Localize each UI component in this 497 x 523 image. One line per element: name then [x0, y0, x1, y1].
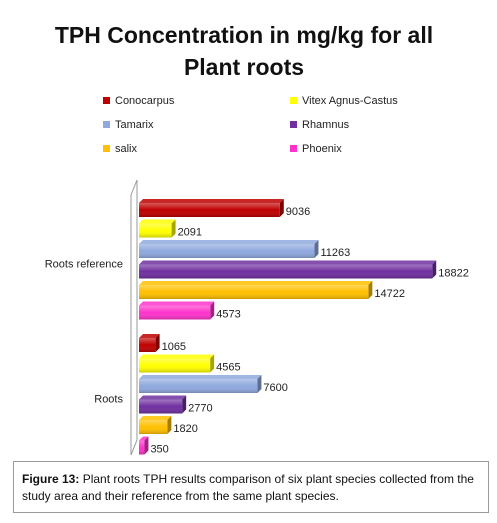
bar-top	[139, 375, 262, 379]
bar-top	[139, 240, 319, 244]
axis-wall	[130, 179, 138, 456]
data-label: 9036	[286, 206, 310, 218]
legend-swatch-phoenix	[290, 145, 297, 152]
figure-caption: Figure 13: Plant roots TPH results compa…	[13, 461, 489, 513]
legend-swatch-rhamnus	[290, 121, 297, 128]
bar: 350	[139, 436, 169, 456]
bar-end	[432, 260, 437, 279]
caption-label: Figure 13:	[22, 472, 80, 486]
bar: 2091	[139, 219, 202, 239]
legend-swatch-vitex-agnus-castus	[290, 97, 297, 104]
legend-label: Phoenix	[302, 143, 342, 155]
bar-top	[139, 436, 149, 441]
bar-end	[257, 375, 262, 393]
legend: Conocarpus Vitex Agnus-Castus Tamarix Rhamn…	[103, 95, 398, 155]
bar-shading	[139, 264, 433, 279]
bar-top	[139, 301, 215, 306]
bar-top	[139, 199, 284, 203]
category-labels: Roots reference Roots	[45, 259, 124, 406]
legend-swatch-salix	[103, 145, 110, 152]
legend-label: Conocarpus	[115, 95, 175, 107]
bar-end	[155, 334, 160, 352]
bar-end	[279, 199, 284, 217]
bar-end	[210, 354, 215, 373]
data-label: 350	[150, 444, 168, 456]
legend-label: Tamarix	[115, 119, 154, 131]
data-label: 11263	[320, 247, 350, 259]
data-label: 1820	[173, 423, 197, 435]
bar-top	[139, 219, 176, 224]
bar-end	[368, 281, 373, 299]
bar-end	[182, 395, 187, 414]
bar: 7600	[139, 375, 288, 394]
bar-shading	[139, 358, 211, 373]
bar-shading	[139, 244, 315, 258]
bar-shading	[139, 420, 168, 434]
chart-title-line-2: Plant roots	[184, 54, 304, 80]
bar-top	[139, 395, 187, 400]
legend-label: Vitex Agnus-Castus	[302, 95, 398, 107]
bar-end	[167, 416, 172, 434]
bar-shading	[139, 223, 172, 238]
bar-shading	[139, 399, 183, 414]
bar-top	[139, 334, 160, 338]
bar: 9036	[139, 199, 310, 218]
bar: 1065	[139, 334, 186, 353]
data-label: 2091	[178, 227, 202, 239]
bar: 18822	[139, 260, 469, 280]
legend-label: salix	[115, 143, 138, 155]
bar-shading	[139, 305, 211, 320]
data-label: 1065	[162, 341, 186, 353]
chart-title-line-1: TPH Concentration in mg/kg for all	[55, 22, 433, 48]
bar-shading	[139, 203, 280, 217]
bar-end	[210, 301, 215, 320]
bars: 9036 2091 11263 18822 14722 4573 1065 4565 7600 2…	[139, 199, 469, 456]
bar-end	[144, 436, 149, 455]
bar-top	[139, 260, 437, 265]
bar-top	[139, 354, 215, 359]
category-label: Roots	[94, 394, 123, 406]
data-label: 4573	[216, 309, 240, 321]
bar-shading	[139, 285, 369, 299]
bar: 2770	[139, 395, 213, 415]
category-label: Roots reference	[45, 259, 123, 271]
data-label: 7600	[263, 382, 287, 394]
bar-top	[139, 416, 172, 420]
bar-shading	[139, 440, 145, 455]
caption-text: Plant roots TPH results comparison of si…	[22, 472, 474, 503]
bar-end	[171, 219, 176, 238]
legend-label: Rhamnus	[302, 119, 350, 131]
data-label: 2770	[188, 403, 212, 415]
bar-shading	[139, 379, 258, 393]
bar: 14722	[139, 281, 405, 300]
bar: 4565	[139, 354, 241, 374]
bar-shading	[139, 338, 156, 352]
legend-swatch-tamarix	[103, 121, 110, 128]
bar-top	[139, 281, 373, 285]
bar-end	[314, 240, 319, 258]
data-label: 18822	[438, 268, 469, 280]
bar: 4573	[139, 301, 241, 321]
data-label: 4565	[216, 362, 240, 374]
legend-swatch-conocarpus	[103, 97, 110, 104]
bar: 11263	[139, 240, 350, 259]
bar: 1820	[139, 416, 198, 435]
data-label: 14722	[374, 288, 405, 300]
bar-chart: TPH Concentration in mg/kg for all Plant…	[45, 22, 469, 456]
